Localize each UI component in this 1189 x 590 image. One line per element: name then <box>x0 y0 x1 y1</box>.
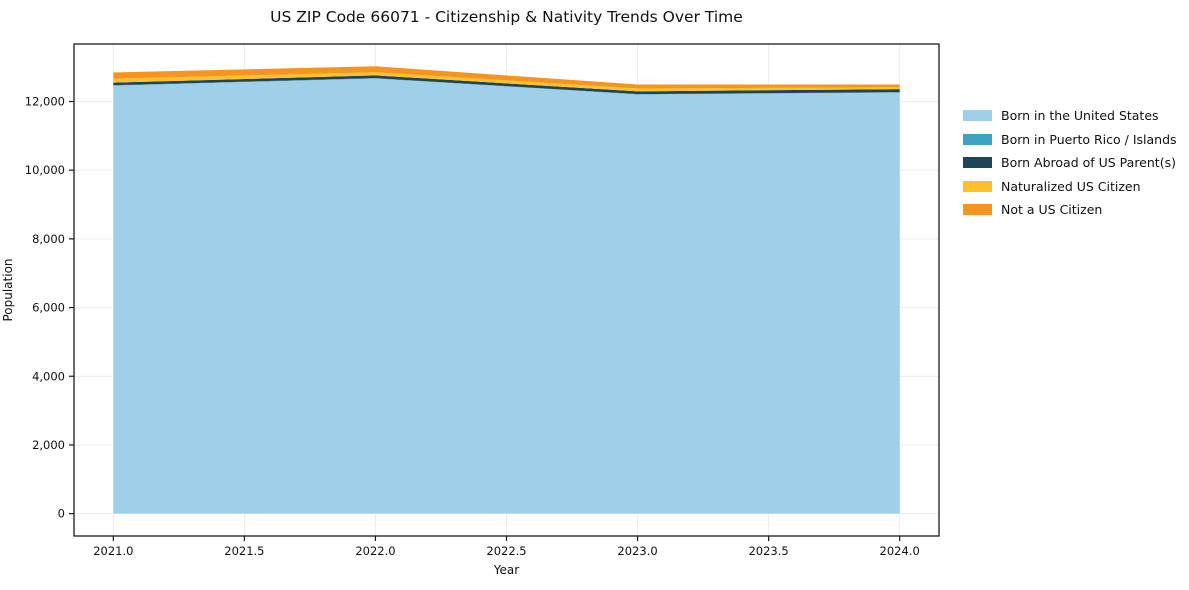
legend-item-label: Born in Puerto Rico / Islands <box>1001 131 1177 147</box>
area-series-3 <box>113 72 900 92</box>
area-series-2 <box>113 75 900 95</box>
legend-item-label: Born in the United States <box>1001 108 1159 124</box>
area-series-1 <box>113 78 900 95</box>
legend-item: Born Abroad of US Parent(s) <box>963 151 1177 175</box>
x-tick-label: 2021.5 <box>224 544 264 558</box>
legend-swatch-icon <box>963 157 992 169</box>
x-tick-label: 2024.0 <box>880 544 920 558</box>
chart-title: US ZIP Code 66071 - Citizenship & Nativi… <box>270 8 743 26</box>
y-tick-label: 12,000 <box>25 94 65 108</box>
x-tick-label: 2023.0 <box>617 544 657 558</box>
legend-item: Born in the United States <box>963 104 1177 128</box>
x-tick-label: 2022.0 <box>355 544 395 558</box>
x-tick-label: 2022.5 <box>486 544 526 558</box>
legend-item: Naturalized US Citizen <box>963 175 1177 199</box>
y-tick-label: 8,000 <box>32 232 65 246</box>
x-tick-label: 2023.5 <box>748 544 788 558</box>
y-tick-label: 10,000 <box>25 163 65 177</box>
legend-item-label: Not a US Citizen <box>1001 202 1103 218</box>
legend-item: Born in Puerto Rico / Islands <box>963 128 1177 152</box>
area-series-0 <box>113 78 900 514</box>
legend-swatch-icon <box>963 180 992 192</box>
legend-swatch-icon <box>963 133 992 145</box>
x-axis-label: Year <box>493 563 520 577</box>
y-tick-label: 6,000 <box>32 301 65 315</box>
y-tick-label: 0 <box>58 507 65 521</box>
x-tick-label: 2021.0 <box>93 544 133 558</box>
y-tick-label: 2,000 <box>32 438 65 452</box>
legend-swatch-icon <box>963 204 992 216</box>
y-tick-label: 4,000 <box>32 369 65 383</box>
legend-item: Not a US Citizen <box>963 198 1177 222</box>
area-series-4 <box>113 66 900 89</box>
legend: Born in the United States Born in Puerto … <box>963 104 1177 222</box>
legend-swatch-icon <box>963 110 992 122</box>
legend-item-label: Born Abroad of US Parent(s) <box>1001 155 1176 171</box>
legend-item-label: Naturalized US Citizen <box>1001 178 1141 194</box>
y-axis-label: Population <box>1 258 15 322</box>
